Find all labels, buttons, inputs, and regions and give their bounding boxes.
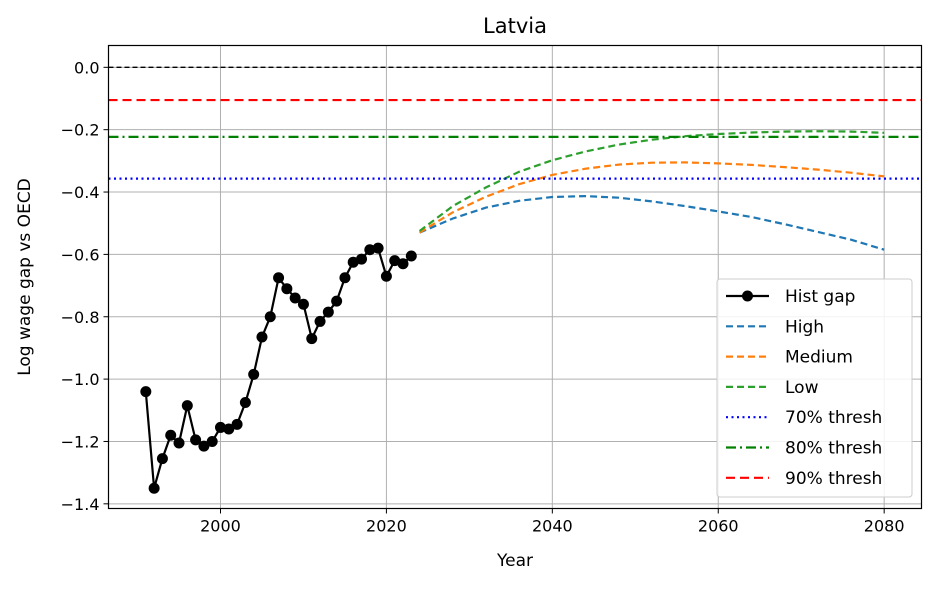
- legend-label-90pct-thresh: 90% thresh: [785, 469, 882, 489]
- series-hist-gap-point: [389, 255, 401, 267]
- chart-title: Latvia: [483, 14, 547, 38]
- series-hist-gap-point: [198, 440, 210, 452]
- plot-marks: [108, 66, 922, 494]
- series-hist-gap-point: [190, 434, 202, 446]
- legend-box: [716, 278, 913, 498]
- series-hist-gap-point: [140, 386, 152, 398]
- series-hist-gap-point: [372, 242, 384, 254]
- series-hist-gap-point: [173, 437, 185, 449]
- series-hist-gap-point: [223, 423, 235, 435]
- y-tick-label: −1.4: [61, 495, 100, 514]
- series-hist-gap-point: [331, 295, 343, 307]
- series-hist-gap-point: [281, 283, 293, 295]
- series-low-line: [418, 130, 885, 232]
- series-medium-line: [419, 161, 885, 234]
- series-high-line: [419, 194, 885, 251]
- series-hist-gap-point: [397, 258, 409, 270]
- legend-marker-hist-gap: [742, 290, 753, 302]
- y-tick-label: −0.6: [61, 245, 100, 264]
- x-tick-label: 2020: [366, 517, 407, 536]
- legend-label-70pct-thresh: 70% thresh: [785, 408, 882, 428]
- series-hist-gap-point: [297, 298, 309, 310]
- series-hist-gap-point: [364, 244, 376, 256]
- series-hist-gap-point: [165, 429, 177, 441]
- series-hist-gap-point: [347, 256, 359, 268]
- legend-label-hist-gap: Hist gap: [785, 287, 855, 307]
- series-hist-gap-point: [273, 272, 285, 284]
- series-hist-gap-point: [206, 435, 218, 447]
- series-hist-gap-point: [148, 482, 160, 494]
- axis-ticks: 2000 2020 2040 2060 2080 0.0 −0.2 −0.4 −0.6 −0.8 −…: [61, 58, 905, 535]
- legend-label-high: High: [785, 317, 824, 337]
- x-axis-label: Year: [496, 551, 533, 571]
- series-hist-gap-point: [356, 253, 368, 265]
- y-axis-label: Log wage gap vs OECD: [15, 178, 35, 376]
- y-tick-label: −0.4: [61, 183, 100, 202]
- series-hist-gap-point: [256, 331, 268, 343]
- y-tick-label: −0.2: [61, 121, 100, 140]
- series-hist-gap-point: [181, 400, 193, 412]
- x-tick-label: 2000: [200, 517, 241, 536]
- series-hist-gap-line: [144, 246, 413, 489]
- series-hist-gap-point: [306, 333, 318, 345]
- x-tick-label: 2040: [532, 517, 573, 536]
- series-hist-gap-point: [264, 311, 276, 323]
- series-hist-gap-point: [314, 315, 326, 327]
- series-hist-gap-point: [214, 421, 226, 433]
- y-tick-label: −0.8: [61, 308, 100, 327]
- series-hist-gap-point: [231, 418, 243, 430]
- series-hist-gap-point: [322, 306, 334, 318]
- x-tick-label: 2080: [864, 517, 905, 536]
- series-hist-gap-point: [339, 272, 351, 284]
- series-hist-gap-point: [405, 250, 417, 262]
- legend-label-80pct-thresh: 80% thresh: [785, 439, 882, 459]
- legend-label-low: Low: [785, 378, 819, 398]
- legend-label-medium: Medium: [785, 348, 853, 368]
- y-tick-label: 0.0: [74, 58, 99, 77]
- y-tick-label: −1.2: [61, 432, 100, 451]
- series-hist-gap-point: [248, 368, 260, 380]
- series-hist-gap-point: [239, 396, 251, 408]
- legend: Hist gap High Medium Low 70% thresh 80% thres…: [716, 278, 913, 498]
- series-hist-gap-point: [380, 270, 392, 282]
- series-hist-gap-point: [156, 453, 168, 465]
- plot-frame: [107, 44, 923, 510]
- x-tick-label: 2060: [698, 517, 739, 536]
- y-tick-label: −1.0: [61, 370, 100, 389]
- series-hist-gap-point: [289, 292, 301, 304]
